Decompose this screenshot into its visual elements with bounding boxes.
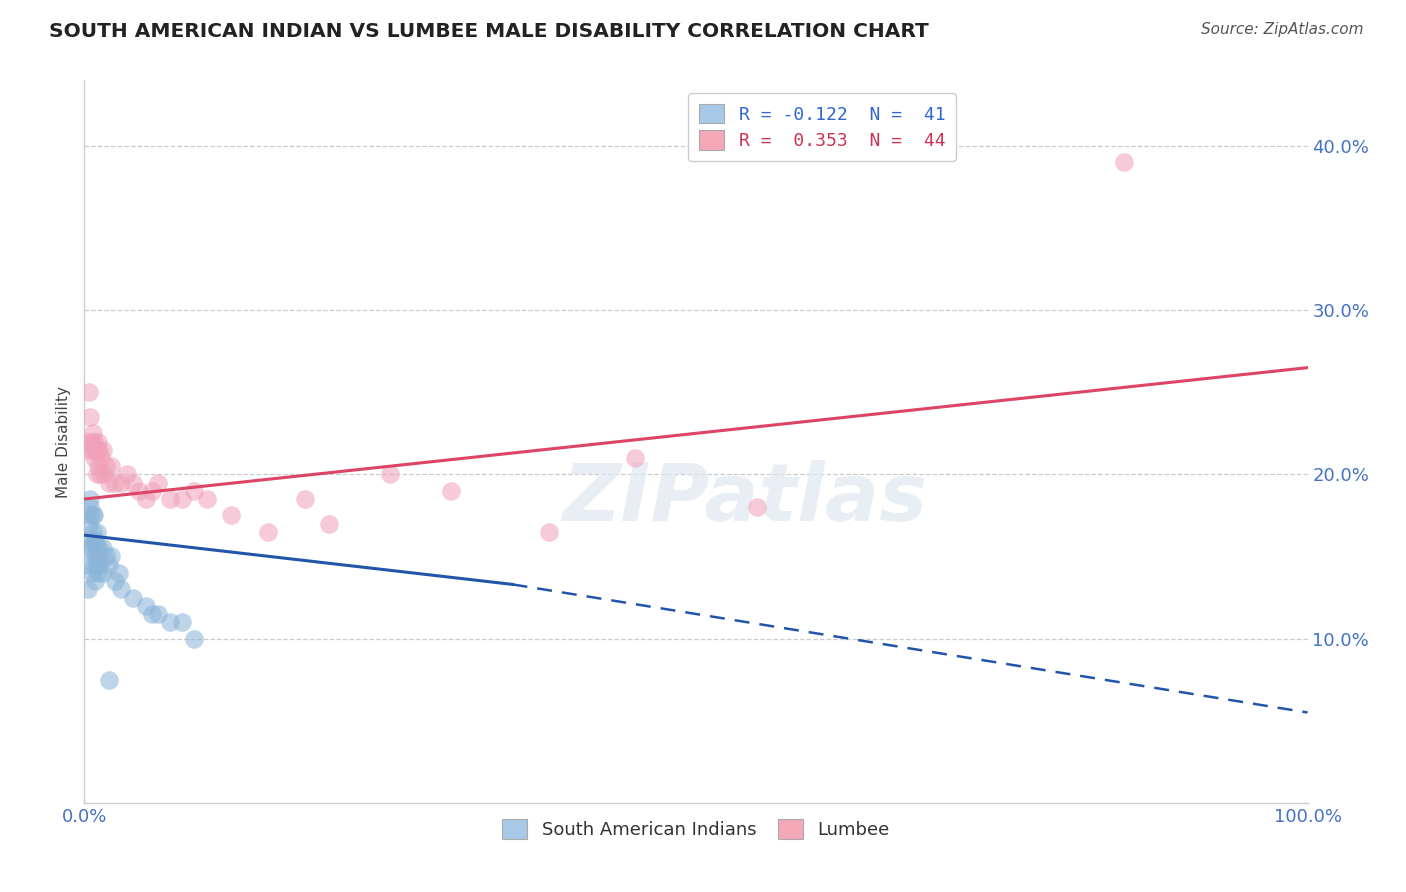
Point (84, 574, 107, 588)
Point (110, 475, 132, 490)
Point (100, 549, 122, 564)
Point (82, 442, 104, 457)
Point (86, 467, 108, 482)
Point (84, 533, 107, 547)
Point (83, 434, 105, 449)
Text: SOUTH AMERICAN INDIAN VS LUMBEE MALE DISABILITY CORRELATION CHART: SOUTH AMERICAN INDIAN VS LUMBEE MALE DIS… (49, 22, 929, 41)
Point (104, 574, 127, 588)
Point (83, 508, 105, 523)
Point (82, 426, 104, 441)
Point (79, 409, 101, 424)
Point (83, 533, 105, 547)
Point (86, 558, 108, 572)
Point (100, 459, 122, 474)
Point (318, 516, 340, 531)
Point (97, 673, 120, 687)
Point (90, 450, 112, 465)
Point (440, 483, 463, 498)
Point (183, 483, 205, 498)
Point (86, 541, 108, 556)
Point (159, 615, 181, 630)
Point (219, 508, 242, 523)
Point (122, 475, 145, 490)
Point (87, 549, 110, 564)
Point (538, 524, 561, 539)
Point (87, 459, 110, 474)
Text: Source: ZipAtlas.com: Source: ZipAtlas.com (1201, 22, 1364, 37)
Point (107, 566, 129, 580)
Point (110, 582, 132, 597)
Point (93, 467, 115, 482)
Point (77, 516, 100, 531)
Point (159, 491, 181, 506)
Point (141, 483, 163, 498)
Point (83, 450, 105, 465)
Point (141, 607, 163, 621)
Point (146, 607, 169, 621)
Point (172, 615, 194, 630)
Point (104, 475, 127, 490)
Point (122, 591, 145, 605)
Point (146, 475, 169, 490)
Point (87, 541, 110, 556)
Point (86, 524, 108, 539)
Point (89, 467, 111, 482)
Point (87, 434, 110, 449)
Point (1114, 155, 1136, 169)
Point (77, 385, 100, 400)
Point (183, 632, 205, 646)
Point (80, 434, 103, 449)
Point (77, 582, 100, 597)
Point (91, 541, 114, 556)
Point (77, 434, 100, 449)
Point (84, 549, 107, 564)
Point (82, 508, 104, 523)
Point (79, 508, 101, 523)
Point (83, 558, 105, 572)
Point (77, 533, 100, 547)
Point (79, 442, 101, 457)
Point (87, 566, 110, 580)
Point (86, 442, 108, 457)
Point (195, 491, 218, 506)
Point (77, 541, 100, 556)
Legend: South American Indians, Lumbee: South American Indians, Lumbee (494, 810, 898, 848)
Point (97, 558, 120, 572)
Point (624, 450, 647, 465)
Point (172, 491, 194, 506)
Point (135, 599, 157, 613)
Point (87, 442, 110, 457)
Point (91, 566, 114, 580)
Point (294, 491, 316, 506)
Point (79, 500, 101, 515)
Text: ZIPatlas: ZIPatlas (562, 460, 928, 539)
Point (84, 442, 107, 457)
Point (87, 558, 110, 572)
Point (747, 500, 769, 515)
Point (96, 549, 118, 564)
Point (82, 524, 104, 539)
Point (128, 483, 150, 498)
Point (380, 467, 402, 482)
Point (91, 442, 114, 457)
Point (115, 467, 138, 482)
Point (79, 491, 101, 506)
Point (77, 558, 100, 572)
Point (135, 491, 157, 506)
Point (80, 566, 103, 580)
Point (257, 524, 280, 539)
Point (97, 475, 120, 490)
Point (80, 541, 103, 556)
Y-axis label: Male Disability: Male Disability (56, 385, 72, 498)
Point (96, 459, 118, 474)
